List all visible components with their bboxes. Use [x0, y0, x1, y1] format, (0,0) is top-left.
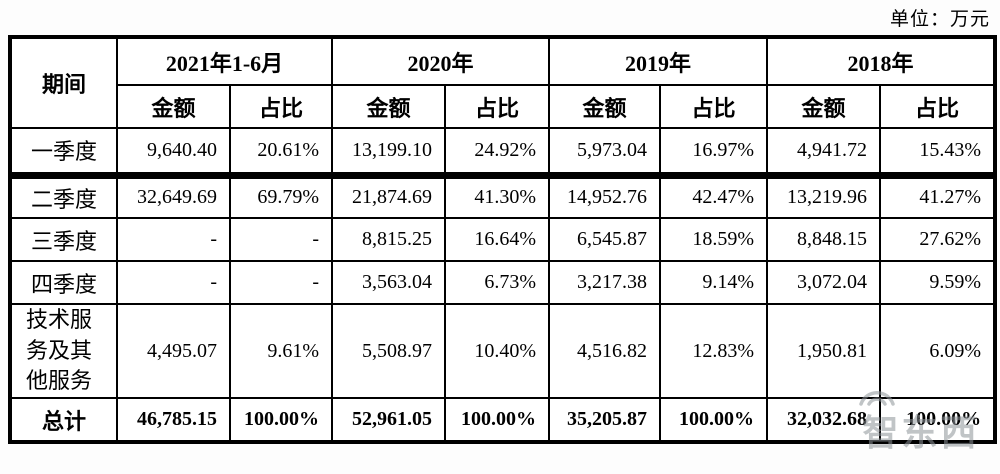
cell-q1-2019-ratio: 16.97% [659, 127, 769, 179]
cell-q4-2018-amount: 3,072.04 [766, 260, 882, 305]
quarterly-revenue-table: 期间 2021年1-6月 2020年 2019年 2018年 金额 占比 金额 … [8, 35, 998, 444]
table-row-q1: 一季度 9,640.40 20.61% 13,199.10 24.92% 5,9… [9, 127, 997, 179]
header-year-2019: 2019年 [548, 36, 769, 86]
row-label-q2: 二季度 [9, 174, 118, 219]
header-row-years: 期间 2021年1-6月 2020年 2019年 2018年 [9, 36, 997, 129]
row-label-tech-services: 技术服务及其他服务 [9, 303, 118, 399]
row-label-q3: 三季度 [9, 217, 118, 262]
cell-q4-2019-amount: 3,217.38 [548, 260, 662, 305]
cell-q2-2018-ratio: 41.27% [879, 174, 997, 219]
table-row-tech-services: 技术服务及其他服务 4,495.07 9.61% 5,508.97 10.40%… [9, 303, 997, 399]
header-row-subcolumns: 金额 占比 金额 占比 金额 占比 金额 占比 [10, 84, 997, 129]
cell-total-2020-amount: 52,961.05 [331, 397, 447, 443]
cell-tech-2020-ratio: 10.40% [444, 303, 551, 399]
cell-q3-2020-ratio: 16.64% [444, 217, 551, 262]
cell-tech-2018-ratio: 6.09% [879, 303, 997, 399]
table-row-total: 总计 46,785.15 100.00% 52,961.05 100.00% 3… [9, 397, 997, 443]
cell-q1-2020-ratio: 24.92% [444, 127, 551, 179]
cell-q3-2021-ratio: - [228, 217, 334, 262]
unit-label: 单位：万元 [889, 9, 990, 30]
cell-q2-2020-ratio: 41.30% [444, 174, 551, 219]
cell-tech-2020-amount: 5,508.97 [331, 303, 447, 399]
cell-q2-2021-ratio: 69.79% [228, 174, 334, 219]
cell-q1-2021-amount: 9,640.40 [116, 127, 231, 179]
cell-q2-2018-amount: 13,219.96 [766, 174, 882, 219]
cell-q2-2020-amount: 21,874.69 [331, 174, 447, 219]
header-ratio-2020: 占比 [444, 84, 551, 129]
cell-total-2019-ratio: 100.00% [659, 397, 769, 443]
cell-q1-2020-amount: 13,199.10 [331, 127, 447, 179]
cell-q4-2021-ratio: - [228, 260, 334, 305]
cell-tech-2021-amount: 4,495.07 [116, 303, 231, 399]
header-year-2018: 2018年 [766, 36, 997, 86]
cell-total-2018-amount: 32,032.68 [766, 397, 882, 443]
cell-q4-2020-amount: 3,563.04 [331, 260, 447, 305]
row-label-total: 总计 [9, 397, 118, 443]
cell-tech-2021-ratio: 9.61% [228, 303, 334, 399]
header-year-2021h1: 2021年1-6月 [115, 36, 334, 86]
header-amount-2020: 金额 [331, 84, 447, 129]
header-ratio-2019: 占比 [659, 84, 769, 129]
cell-q1-2018-ratio: 15.43% [879, 127, 997, 179]
cell-q4-2018-ratio: 9.59% [879, 260, 997, 305]
table-row-q4: 四季度 - - 3,563.04 6.73% 3,217.38 9.14% 3,… [9, 260, 997, 305]
cell-q2-2021-amount: 32,649.69 [116, 174, 231, 219]
cell-q1-2019-amount: 5,973.04 [548, 127, 662, 179]
cell-q3-2019-ratio: 18.59% [659, 217, 769, 262]
row-label-q4: 四季度 [9, 260, 118, 305]
header-ratio-2021: 占比 [228, 84, 334, 129]
cell-q3-2020-amount: 8,815.25 [331, 217, 447, 262]
cell-q1-2021-ratio: 20.61% [228, 127, 334, 179]
row-label-q1: 一季度 [9, 127, 118, 179]
cell-q3-2019-amount: 6,545.87 [548, 217, 662, 262]
cell-total-2018-ratio: 100.00% [879, 397, 997, 443]
header-ratio-2018: 占比 [879, 84, 997, 129]
cell-tech-2019-amount: 4,516.82 [548, 303, 662, 399]
cell-q3-2018-ratio: 27.62% [879, 217, 997, 262]
cell-total-2021-ratio: 100.00% [228, 397, 334, 443]
cell-q3-2018-amount: 8,848.15 [766, 217, 882, 262]
table-row-q2: 二季度 32,649.69 69.79% 21,874.69 41.30% 14… [9, 174, 997, 219]
cell-total-2021-amount: 46,785.15 [116, 397, 231, 443]
header-amount-2019: 金额 [548, 84, 662, 129]
cell-q4-2019-ratio: 9.14% [659, 260, 769, 305]
cell-q2-2019-ratio: 42.47% [659, 174, 769, 219]
cell-q3-2021-amount: - [116, 217, 231, 262]
cell-q4-2021-amount: - [116, 260, 231, 305]
cell-q1-2018-amount: 4,941.72 [766, 127, 882, 179]
cell-tech-2018-amount: 1,950.81 [766, 303, 882, 399]
cell-q2-2019-amount: 14,952.76 [548, 174, 662, 219]
header-amount-2021: 金额 [116, 84, 231, 129]
cell-q4-2020-ratio: 6.73% [444, 260, 551, 305]
header-amount-2018: 金额 [766, 84, 882, 129]
cell-total-2019-amount: 35,205.87 [548, 397, 662, 443]
table-row-q3: 三季度 - - 8,815.25 16.64% 6,545.87 18.59% … [9, 217, 997, 262]
cell-total-2020-ratio: 100.00% [444, 397, 551, 443]
header-period: 期间 [9, 36, 118, 129]
cell-tech-2019-ratio: 12.83% [659, 303, 769, 399]
header-year-2020: 2020年 [331, 36, 551, 86]
